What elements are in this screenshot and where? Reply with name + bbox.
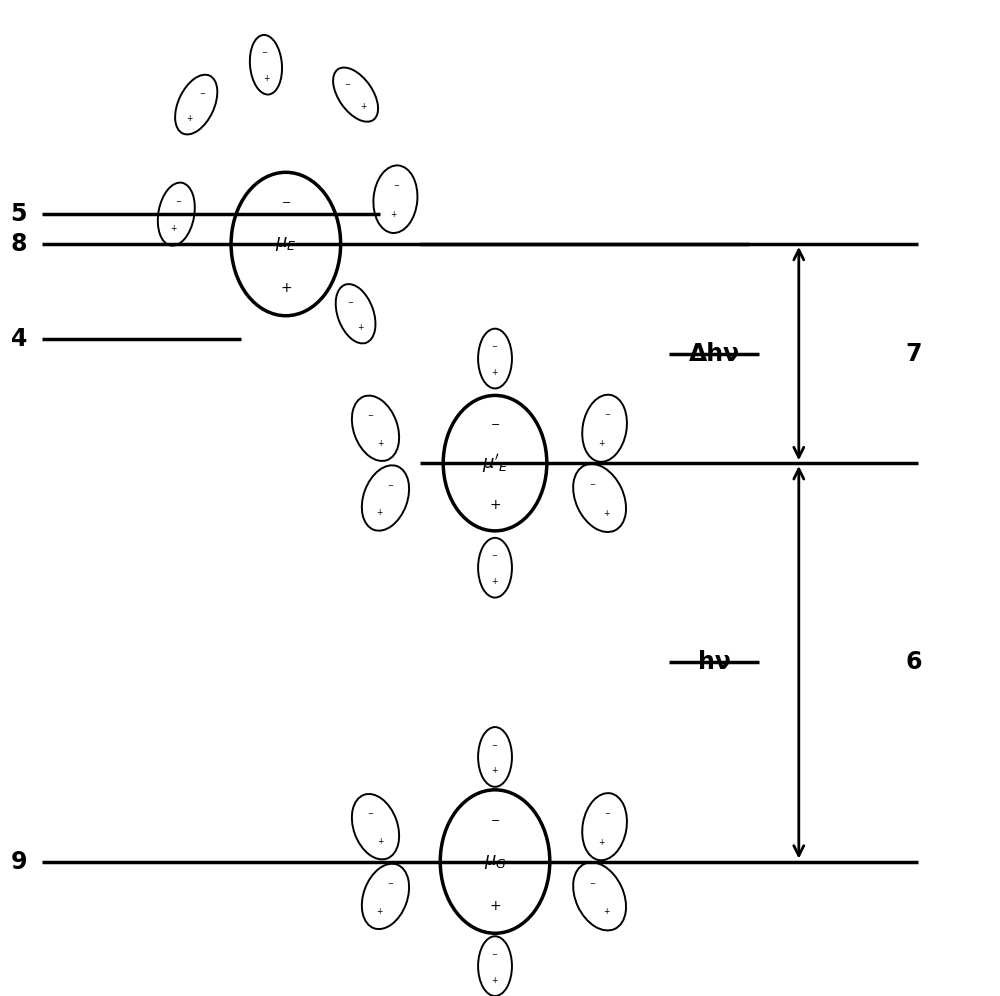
- Text: $+$: $+$: [598, 438, 606, 448]
- Text: $-$: $-$: [490, 814, 500, 824]
- Text: $-$: $-$: [261, 49, 268, 55]
- Text: $\mu'_E$: $\mu'_E$: [482, 451, 508, 475]
- Text: $-$: $-$: [491, 740, 499, 747]
- Text: hν: hν: [698, 650, 731, 674]
- Text: $+$: $+$: [186, 113, 194, 123]
- Text: $-$: $-$: [491, 949, 499, 956]
- Text: $-$: $-$: [344, 81, 351, 87]
- Text: $+$: $+$: [491, 576, 499, 587]
- Text: Δhν: Δhν: [689, 342, 740, 366]
- Text: 4: 4: [11, 327, 27, 351]
- Text: $-$: $-$: [199, 89, 206, 95]
- Text: $-$: $-$: [490, 417, 500, 427]
- Text: $-$: $-$: [347, 298, 354, 304]
- Text: $+$: $+$: [357, 322, 364, 332]
- Text: $+$: $+$: [390, 209, 398, 219]
- Text: 5: 5: [10, 202, 27, 226]
- Text: $+$: $+$: [489, 498, 501, 512]
- Text: 7: 7: [905, 342, 922, 366]
- Text: $+$: $+$: [491, 974, 499, 985]
- Text: $+$: $+$: [489, 899, 501, 913]
- Text: $+$: $+$: [263, 73, 271, 83]
- Text: $-$: $-$: [387, 481, 394, 487]
- Text: $\mu_G$: $\mu_G$: [484, 853, 506, 871]
- Text: $+$: $+$: [360, 101, 367, 111]
- Text: $+$: $+$: [280, 282, 292, 296]
- Text: $\mu_E$: $\mu_E$: [275, 235, 297, 253]
- Text: $-$: $-$: [393, 181, 400, 187]
- Text: 9: 9: [10, 850, 27, 873]
- Text: $-$: $-$: [367, 810, 374, 816]
- Text: $-$: $-$: [589, 480, 596, 486]
- Text: 6: 6: [905, 650, 922, 674]
- Text: $-$: $-$: [281, 196, 291, 206]
- Text: 8: 8: [10, 232, 27, 256]
- Text: $+$: $+$: [603, 906, 610, 916]
- Text: $+$: $+$: [376, 507, 384, 517]
- Text: $-$: $-$: [491, 551, 499, 558]
- Text: $-$: $-$: [387, 879, 394, 885]
- Text: $+$: $+$: [491, 367, 499, 377]
- Text: $+$: $+$: [377, 836, 385, 846]
- Text: $-$: $-$: [589, 878, 596, 884]
- Text: $+$: $+$: [170, 223, 178, 233]
- Text: $-$: $-$: [367, 411, 374, 417]
- Text: $+$: $+$: [598, 837, 606, 847]
- Text: $-$: $-$: [175, 197, 182, 203]
- Text: $+$: $+$: [376, 905, 384, 915]
- Text: $-$: $-$: [604, 410, 611, 416]
- Text: $-$: $-$: [491, 342, 499, 349]
- Text: $+$: $+$: [603, 508, 610, 518]
- Text: $-$: $-$: [604, 809, 611, 815]
- Text: $+$: $+$: [491, 765, 499, 776]
- Text: $+$: $+$: [377, 437, 385, 447]
